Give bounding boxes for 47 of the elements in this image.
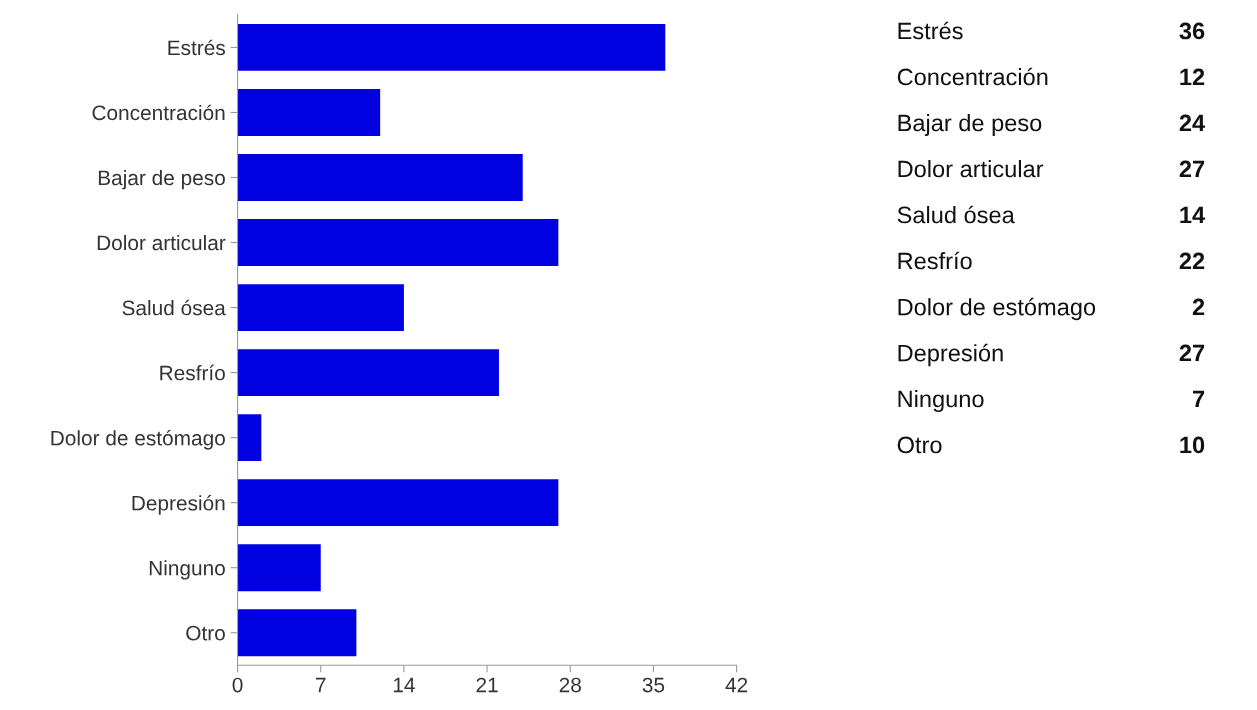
bar (237, 414, 262, 462)
bar (237, 544, 321, 592)
data-label: 36 (1179, 22, 1205, 40)
bar (237, 219, 559, 266)
y-tick-label: Depresión (132, 495, 225, 515)
bar (237, 609, 357, 657)
y-tick-label: Concentración (92, 104, 225, 121)
category-label: Concentración (897, 67, 1048, 86)
category-label: Estrés (898, 21, 963, 40)
data-label: 7 (1193, 390, 1205, 408)
y-tick-label: Dolor articular (97, 234, 226, 251)
x-tick-label: 35 (642, 677, 665, 693)
category-label: Resfrío (898, 251, 972, 270)
y-tick-label: Bajar de peso (98, 169, 225, 190)
y-tick-label: Ninguno (149, 560, 225, 580)
y-tick-label: Otro (186, 625, 225, 641)
data-label: 27 (1179, 344, 1205, 362)
data-label: 14 (1180, 206, 1206, 224)
category-label: Dolor de estómago (898, 297, 1096, 321)
x-tick-label: 28 (559, 677, 581, 693)
bar (237, 24, 666, 71)
x-tick-label: 7 (316, 677, 326, 693)
bar (237, 284, 404, 331)
x-tick-label: 42 (725, 677, 748, 693)
data-label: 24 (1179, 114, 1206, 132)
bar (237, 479, 559, 527)
data-label: 22 (1179, 252, 1205, 270)
x-tick-label: 0 (232, 677, 243, 693)
y-tick-label: Estrés (168, 39, 226, 56)
data-label: 12 (1180, 68, 1205, 86)
category-label: Ninguno (898, 389, 984, 412)
data-label: 27 (1179, 160, 1205, 178)
y-tick-label: Salud ósea (122, 299, 226, 316)
data-label: 10 (1180, 436, 1205, 454)
category-label: Salud ósea (897, 205, 1015, 224)
category-label: Bajar de peso (898, 114, 1042, 136)
bar (237, 89, 381, 136)
bar (237, 349, 499, 397)
x-tick-label: 14 (393, 677, 415, 693)
data-label: 2 (1192, 298, 1205, 316)
category-label: Depresión (898, 343, 1003, 367)
category-label: Dolor articular (898, 159, 1044, 178)
y-tick-label: Dolor de estómago (51, 429, 225, 450)
bar (237, 154, 523, 201)
category-label: Otro (897, 436, 942, 454)
x-tick-label: 21 (476, 677, 498, 693)
y-tick-label: Resfrío (160, 364, 225, 381)
